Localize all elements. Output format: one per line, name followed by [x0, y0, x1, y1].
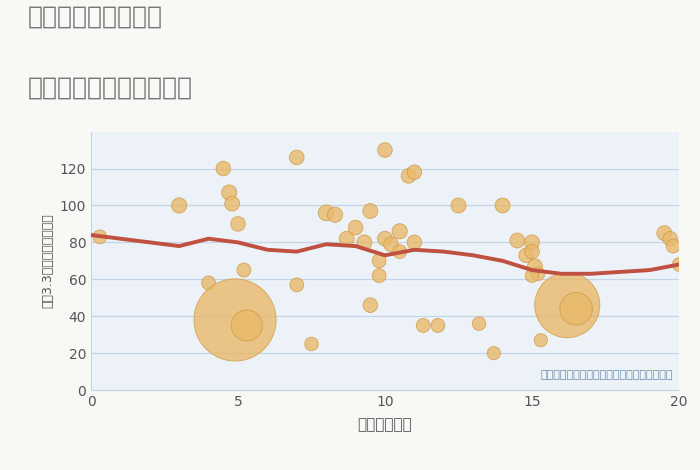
- Point: [174, 202, 185, 209]
- Y-axis label: 坪（3.3㎡）単価（万円）: 坪（3.3㎡）単価（万円）: [41, 213, 54, 308]
- Point: [230, 316, 241, 324]
- Text: 埼玉県鴻巣市大間の: 埼玉県鴻巣市大間の: [28, 5, 163, 29]
- Point: [223, 189, 235, 196]
- Point: [94, 233, 106, 241]
- Point: [394, 248, 405, 255]
- Point: [232, 220, 244, 227]
- Point: [374, 272, 385, 279]
- Point: [365, 301, 376, 309]
- Point: [409, 168, 420, 176]
- Point: [203, 279, 214, 287]
- Point: [238, 266, 249, 274]
- Point: [473, 320, 484, 328]
- Point: [570, 305, 582, 313]
- Point: [512, 237, 523, 244]
- Point: [350, 224, 361, 231]
- Point: [561, 301, 573, 309]
- Point: [241, 321, 253, 329]
- Point: [529, 263, 540, 270]
- Point: [218, 165, 229, 172]
- Point: [403, 172, 414, 180]
- Point: [291, 281, 302, 289]
- Point: [330, 211, 341, 219]
- Point: [521, 251, 532, 259]
- Point: [673, 261, 685, 268]
- Point: [536, 337, 547, 344]
- Point: [664, 235, 676, 243]
- Point: [291, 154, 302, 161]
- Point: [526, 239, 538, 246]
- Point: [526, 248, 538, 255]
- Point: [394, 227, 405, 235]
- Text: 円の大きさは、取引のあった物件面積を示す: 円の大きさは、取引のあった物件面積を示す: [540, 370, 673, 380]
- Point: [433, 321, 444, 329]
- Point: [532, 270, 543, 277]
- Point: [379, 235, 391, 243]
- Point: [379, 146, 391, 154]
- Point: [497, 202, 508, 209]
- Point: [365, 207, 376, 215]
- Point: [321, 209, 332, 217]
- Point: [374, 257, 385, 265]
- Point: [488, 349, 499, 357]
- Point: [385, 241, 396, 248]
- Point: [668, 243, 679, 250]
- Point: [409, 239, 420, 246]
- Point: [359, 239, 370, 246]
- Point: [526, 272, 538, 279]
- X-axis label: 駅距離（分）: 駅距離（分）: [358, 417, 412, 432]
- Point: [306, 340, 317, 348]
- Point: [418, 321, 429, 329]
- Point: [659, 229, 670, 237]
- Point: [341, 235, 352, 243]
- Point: [453, 202, 464, 209]
- Text: 駅距離別中古戸建て価格: 駅距離別中古戸建て価格: [28, 75, 193, 99]
- Point: [227, 200, 238, 207]
